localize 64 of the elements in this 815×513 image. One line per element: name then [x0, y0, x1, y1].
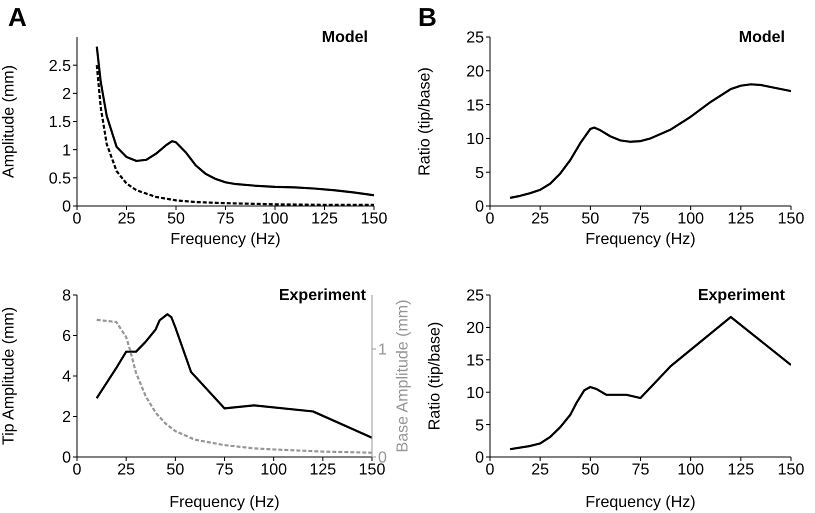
x-tick-label: 125	[309, 461, 336, 478]
y-tick-label: 10	[466, 384, 484, 402]
x-tick-label: 125	[311, 210, 338, 228]
x-tick-label: 100	[262, 210, 288, 228]
x-tick-label: 100	[260, 461, 288, 478]
x-tick-label: 150	[778, 210, 804, 228]
x-tick-label: 50	[581, 210, 600, 228]
x-axis-title: Frequency (Hz)	[585, 231, 696, 248]
x-tick-label: 100	[677, 461, 704, 478]
y-tick-label: 25	[466, 288, 484, 305]
y-tick-label: 25	[466, 30, 484, 47]
line-series	[508, 83, 791, 199]
x-tick-label: 150	[778, 461, 804, 478]
chart-title: Experiment	[278, 287, 366, 305]
y-tick-label: 15	[466, 352, 484, 370]
y-tick-label: 0	[475, 450, 484, 467]
y-tick-label: 2.5	[48, 58, 72, 75]
x-tick-label: 25	[117, 461, 136, 478]
x-axis-title: Frequency (Hz)	[585, 494, 696, 511]
y-tick-label: 0.5	[48, 170, 72, 188]
y-tick-label: 5	[475, 164, 484, 182]
y-tick-label: 8	[62, 288, 72, 305]
y-tick-label: 4	[62, 368, 72, 386]
chart-title: Experiment	[698, 287, 785, 305]
x-tick-label: 150	[360, 210, 388, 228]
x-tick-label: 50	[581, 461, 600, 478]
y2-tick-label: 1	[378, 342, 387, 359]
x-tick-label: 75	[632, 210, 650, 228]
y-tick-label: 20	[466, 63, 484, 80]
x-axis-title: Frequency (Hz)	[170, 231, 281, 248]
y-tick-label: 2	[62, 409, 72, 426]
x-tick-label: 100	[677, 210, 704, 228]
y-tick-label: 10	[466, 131, 484, 148]
x-tick-label: 25	[531, 461, 550, 478]
y-tick-label: 20	[466, 320, 484, 338]
y-tick-label: 2	[62, 86, 72, 104]
y-axis-title: Ratio (tip/base)	[416, 67, 434, 176]
x-tick-label: 25	[118, 210, 136, 228]
x-axis-title: Frequency (Hz)	[169, 494, 280, 511]
y-tick-label: 1.5	[48, 114, 72, 132]
text: B	[418, 2, 437, 33]
x-tick-label: 50	[167, 210, 185, 228]
y-tick-label: 1	[62, 142, 72, 160]
x-tick-label: 75	[216, 210, 234, 228]
y-tick-label: 0	[62, 450, 72, 467]
y-tick-label: 5	[475, 417, 484, 434]
y-tick-label: 15	[466, 97, 484, 114]
y-axis-title: Tip Amplitude (mm)	[0, 306, 18, 446]
text: A	[8, 2, 27, 33]
line-series	[508, 316, 791, 450]
y-tick-label: 0	[475, 198, 484, 216]
x-tick-label: 50	[166, 461, 184, 478]
chart-title: Model	[322, 29, 368, 47]
y-tick-label: 6	[62, 328, 72, 346]
chart-title: Model	[738, 29, 785, 47]
y-tick-label: 0	[62, 198, 72, 216]
y-axis-title: Amplitude (mm)	[0, 65, 18, 178]
x-tick-label: 75	[216, 461, 234, 478]
y-axis-title: Ratio (tip/base)	[426, 322, 444, 430]
x-tick-label: 75	[632, 461, 650, 478]
x-tick-label: 25	[531, 210, 550, 228]
x-tick-label: 125	[727, 461, 754, 478]
x-tick-label: 125	[727, 210, 754, 228]
y2-axis-title: Base Amplitude (mm)	[394, 300, 412, 452]
